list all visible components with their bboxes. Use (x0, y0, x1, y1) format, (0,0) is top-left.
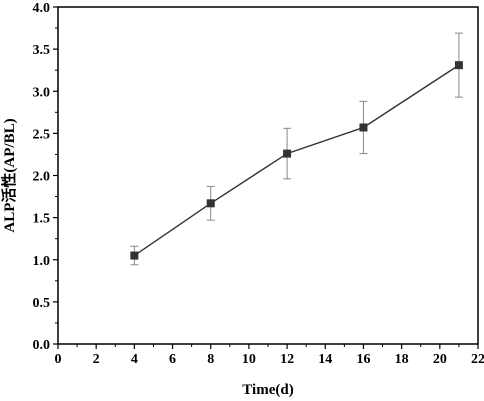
plot-border (57, 6, 479, 345)
y-tick-label: 1.0 (33, 254, 51, 269)
y-axis-title: ALP活性(AP/BL) (0, 118, 18, 232)
x-tick-label: 12 (280, 352, 294, 367)
data-point (359, 123, 368, 132)
data-point (130, 251, 139, 260)
x-tick-label: 10 (242, 352, 256, 367)
x-tick-label: 14 (318, 352, 332, 367)
x-tick-label: 20 (433, 352, 447, 367)
x-tick-label: 16 (356, 352, 370, 367)
series-layer (130, 32, 463, 266)
y-tick-label: 0.0 (33, 338, 51, 353)
x-tick-label: 2 (93, 352, 100, 367)
x-tick-label: 6 (169, 352, 176, 367)
x-axis-title: Time(d) (242, 382, 293, 398)
x-axis: 0 2 4 6 8 10 12 14 16 18 20 22 (55, 344, 484, 367)
x-tick-label: 8 (207, 352, 214, 367)
data-point (454, 61, 463, 70)
y-tick-label: 0.5 (33, 296, 51, 311)
y-tick-label: 2.5 (33, 127, 51, 142)
data-point (283, 149, 292, 158)
data-point (206, 199, 215, 208)
x-tick-label: 18 (395, 352, 409, 367)
x-tick-label: 4 (131, 352, 138, 367)
x-tick-label: 0 (55, 352, 62, 367)
y-tick-label: 1.5 (33, 212, 51, 227)
y-tick-label: 2.0 (33, 170, 51, 185)
y-axis: 0.0 0.5 1.0 1.5 2.0 2.5 3.0 3.5 4.0 (33, 1, 58, 353)
series-line (133, 64, 460, 257)
y-tick-label: 3.0 (33, 85, 51, 100)
plot-frame (57, 6, 479, 345)
y-tick-label: 4.0 (33, 1, 51, 16)
y-tick-label: 3.5 (33, 43, 51, 58)
x-tick-label: 22 (471, 352, 484, 367)
